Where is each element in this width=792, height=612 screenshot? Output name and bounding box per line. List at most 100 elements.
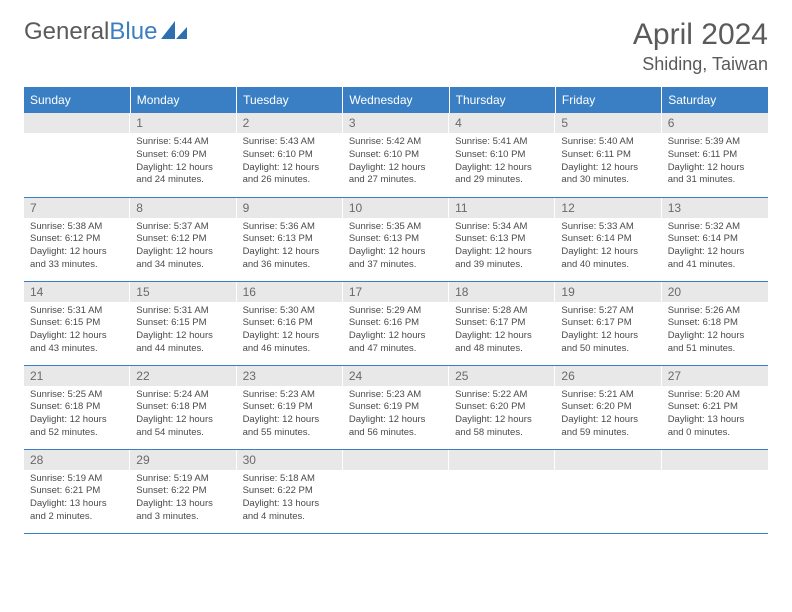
daylight-text: Daylight: 12 hours and 59 minutes. <box>561 414 655 440</box>
sunrise-text: Sunrise: 5:23 AM <box>243 389 337 402</box>
sunset-text: Sunset: 6:18 PM <box>136 401 230 414</box>
day-number: 20 <box>662 282 768 302</box>
daylight-text: Daylight: 12 hours and 40 minutes. <box>561 246 655 272</box>
day-details: Sunrise: 5:35 AMSunset: 6:13 PMDaylight:… <box>343 218 449 276</box>
sunrise-text: Sunrise: 5:39 AM <box>668 136 762 149</box>
calendar-cell <box>555 449 661 533</box>
calendar-cell <box>662 449 768 533</box>
sunset-text: Sunset: 6:10 PM <box>349 149 443 162</box>
calendar-cell: 18Sunrise: 5:28 AMSunset: 6:17 PMDayligh… <box>449 281 555 365</box>
calendar-cell <box>343 449 449 533</box>
sunrise-text: Sunrise: 5:20 AM <box>668 389 762 402</box>
calendar-cell: 10Sunrise: 5:35 AMSunset: 6:13 PMDayligh… <box>343 197 449 281</box>
calendar-cell: 2Sunrise: 5:43 AMSunset: 6:10 PMDaylight… <box>237 113 343 197</box>
day-details: Sunrise: 5:23 AMSunset: 6:19 PMDaylight:… <box>343 386 449 444</box>
calendar-cell: 28Sunrise: 5:19 AMSunset: 6:21 PMDayligh… <box>24 449 130 533</box>
calendar-cell: 26Sunrise: 5:21 AMSunset: 6:20 PMDayligh… <box>555 365 661 449</box>
sunset-text: Sunset: 6:15 PM <box>30 317 124 330</box>
day-number: 16 <box>237 282 343 302</box>
calendar-cell: 13Sunrise: 5:32 AMSunset: 6:14 PMDayligh… <box>662 197 768 281</box>
calendar-cell <box>24 113 130 197</box>
day-details: Sunrise: 5:24 AMSunset: 6:18 PMDaylight:… <box>130 386 236 444</box>
sunset-text: Sunset: 6:16 PM <box>243 317 337 330</box>
sunset-text: Sunset: 6:11 PM <box>668 149 762 162</box>
calendar-cell: 9Sunrise: 5:36 AMSunset: 6:13 PMDaylight… <box>237 197 343 281</box>
sunrise-text: Sunrise: 5:19 AM <box>136 473 230 486</box>
calendar-cell: 1Sunrise: 5:44 AMSunset: 6:09 PMDaylight… <box>130 113 236 197</box>
day-number: 22 <box>130 366 236 386</box>
sunrise-text: Sunrise: 5:38 AM <box>30 221 124 234</box>
day-number: 12 <box>555 198 661 218</box>
calendar-cell: 25Sunrise: 5:22 AMSunset: 6:20 PMDayligh… <box>449 365 555 449</box>
sunset-text: Sunset: 6:21 PM <box>30 485 124 498</box>
day-number: 1 <box>130 113 236 133</box>
sunset-text: Sunset: 6:09 PM <box>136 149 230 162</box>
daylight-text: Daylight: 13 hours and 0 minutes. <box>668 414 762 440</box>
sunset-text: Sunset: 6:20 PM <box>455 401 549 414</box>
daylight-text: Daylight: 12 hours and 26 minutes. <box>243 162 337 188</box>
calendar-cell: 30Sunrise: 5:18 AMSunset: 6:22 PMDayligh… <box>237 449 343 533</box>
daylight-text: Daylight: 12 hours and 34 minutes. <box>136 246 230 272</box>
calendar-cell <box>449 449 555 533</box>
calendar-cell: 11Sunrise: 5:34 AMSunset: 6:13 PMDayligh… <box>449 197 555 281</box>
sunset-text: Sunset: 6:18 PM <box>668 317 762 330</box>
daylight-text: Daylight: 12 hours and 46 minutes. <box>243 330 337 356</box>
day-number: 10 <box>343 198 449 218</box>
sunset-text: Sunset: 6:16 PM <box>349 317 443 330</box>
day-details: Sunrise: 5:38 AMSunset: 6:12 PMDaylight:… <box>24 218 130 276</box>
daylight-text: Daylight: 13 hours and 2 minutes. <box>30 498 124 524</box>
daylight-text: Daylight: 12 hours and 48 minutes. <box>455 330 549 356</box>
calendar-cell: 19Sunrise: 5:27 AMSunset: 6:17 PMDayligh… <box>555 281 661 365</box>
sunrise-text: Sunrise: 5:42 AM <box>349 136 443 149</box>
daylight-text: Daylight: 12 hours and 44 minutes. <box>136 330 230 356</box>
day-details <box>24 133 130 183</box>
day-number: 4 <box>449 113 555 133</box>
sunrise-text: Sunrise: 5:31 AM <box>136 305 230 318</box>
daylight-text: Daylight: 13 hours and 3 minutes. <box>136 498 230 524</box>
daylight-text: Daylight: 12 hours and 31 minutes. <box>668 162 762 188</box>
daylight-text: Daylight: 12 hours and 47 minutes. <box>349 330 443 356</box>
calendar-table: Sunday Monday Tuesday Wednesday Thursday… <box>24 87 768 534</box>
day-number: 14 <box>24 282 130 302</box>
calendar-cell: 22Sunrise: 5:24 AMSunset: 6:18 PMDayligh… <box>130 365 236 449</box>
header: GeneralBlue April 2024 Shiding, Taiwan <box>24 18 768 75</box>
daylight-text: Daylight: 12 hours and 50 minutes. <box>561 330 655 356</box>
day-number: 5 <box>555 113 661 133</box>
daylight-text: Daylight: 12 hours and 58 minutes. <box>455 414 549 440</box>
calendar-cell: 27Sunrise: 5:20 AMSunset: 6:21 PMDayligh… <box>662 365 768 449</box>
daylight-text: Daylight: 12 hours and 55 minutes. <box>243 414 337 440</box>
sunrise-text: Sunrise: 5:18 AM <box>243 473 337 486</box>
sunrise-text: Sunrise: 5:31 AM <box>30 305 124 318</box>
calendar-cell: 23Sunrise: 5:23 AMSunset: 6:19 PMDayligh… <box>237 365 343 449</box>
sunrise-text: Sunrise: 5:22 AM <box>455 389 549 402</box>
sunrise-text: Sunrise: 5:34 AM <box>455 221 549 234</box>
calendar-cell: 20Sunrise: 5:26 AMSunset: 6:18 PMDayligh… <box>662 281 768 365</box>
calendar-cell: 17Sunrise: 5:29 AMSunset: 6:16 PMDayligh… <box>343 281 449 365</box>
weekday-header: Monday <box>130 87 236 113</box>
day-details: Sunrise: 5:44 AMSunset: 6:09 PMDaylight:… <box>130 133 236 191</box>
logo-sail-icon <box>161 18 187 46</box>
calendar-row: 28Sunrise: 5:19 AMSunset: 6:21 PMDayligh… <box>24 449 768 533</box>
day-number: 7 <box>24 198 130 218</box>
day-details <box>662 470 768 520</box>
calendar-cell: 5Sunrise: 5:40 AMSunset: 6:11 PMDaylight… <box>555 113 661 197</box>
weekday-header: Sunday <box>24 87 130 113</box>
sunrise-text: Sunrise: 5:37 AM <box>136 221 230 234</box>
sunrise-text: Sunrise: 5:32 AM <box>668 221 762 234</box>
daylight-text: Daylight: 12 hours and 33 minutes. <box>30 246 124 272</box>
day-details: Sunrise: 5:25 AMSunset: 6:18 PMDaylight:… <box>24 386 130 444</box>
day-details: Sunrise: 5:31 AMSunset: 6:15 PMDaylight:… <box>130 302 236 360</box>
day-details: Sunrise: 5:20 AMSunset: 6:21 PMDaylight:… <box>662 386 768 444</box>
day-number: 24 <box>343 366 449 386</box>
day-details: Sunrise: 5:19 AMSunset: 6:21 PMDaylight:… <box>24 470 130 528</box>
brand-part1: General <box>24 18 109 46</box>
sunrise-text: Sunrise: 5:41 AM <box>455 136 549 149</box>
daylight-text: Daylight: 12 hours and 54 minutes. <box>136 414 230 440</box>
sunrise-text: Sunrise: 5:21 AM <box>561 389 655 402</box>
sunset-text: Sunset: 6:13 PM <box>349 233 443 246</box>
day-details: Sunrise: 5:39 AMSunset: 6:11 PMDaylight:… <box>662 133 768 191</box>
calendar-cell: 4Sunrise: 5:41 AMSunset: 6:10 PMDaylight… <box>449 113 555 197</box>
daylight-text: Daylight: 12 hours and 27 minutes. <box>349 162 443 188</box>
day-details: Sunrise: 5:30 AMSunset: 6:16 PMDaylight:… <box>237 302 343 360</box>
day-number: 23 <box>237 366 343 386</box>
